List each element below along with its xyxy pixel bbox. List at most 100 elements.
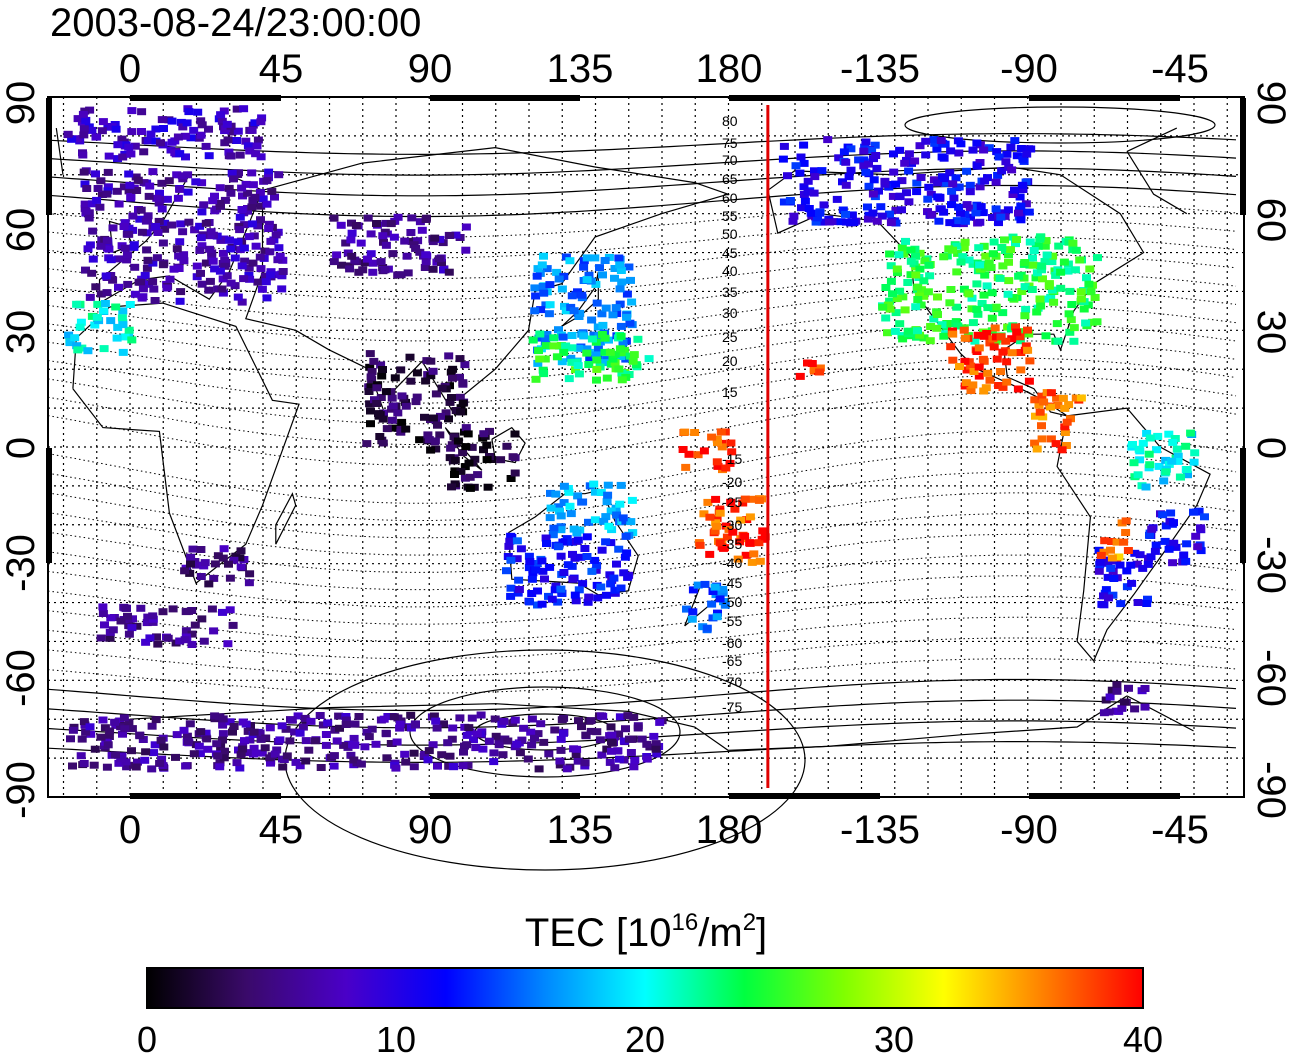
- tec-pixel: [962, 201, 972, 209]
- tec-pixel: [1041, 237, 1051, 245]
- tec-pixel: [430, 234, 440, 242]
- tec-pixel: [108, 626, 118, 634]
- tec-pixel: [719, 544, 729, 552]
- tec-pixel: [196, 117, 206, 125]
- tec-pixel: [401, 425, 411, 433]
- tec-pixel: [1086, 288, 1096, 296]
- tec-pixel: [366, 420, 375, 428]
- tec-pixel: [266, 237, 276, 245]
- tec-pixel: [525, 598, 534, 606]
- tec-pixel: [97, 127, 107, 135]
- tec-pixel: [616, 332, 626, 340]
- tec-pixel: [159, 743, 169, 751]
- tec-pixel: [423, 431, 433, 439]
- tec-pixel: [413, 237, 423, 245]
- tec-pixel: [127, 725, 137, 733]
- tec-pixel: [186, 553, 196, 561]
- tec-pixel: [945, 219, 955, 227]
- tec-pixel: [358, 266, 368, 274]
- tec-pixel: [649, 732, 659, 740]
- tec-pixel: [841, 210, 850, 218]
- tec-pixel: [1053, 337, 1063, 345]
- tec-pixel: [926, 323, 936, 330]
- tec-pixel: [1016, 366, 1026, 374]
- tec-pixel: [740, 495, 750, 503]
- tec-pixel: [712, 613, 722, 621]
- tec-pixel: [224, 184, 234, 192]
- tec-pixel: [225, 236, 234, 244]
- tec-pixel: [129, 241, 139, 249]
- right-lat-tick: -60: [1249, 649, 1292, 707]
- tec-pixel: [447, 394, 456, 401]
- tec-pixel: [143, 137, 153, 145]
- tec-pixel: [1014, 209, 1023, 217]
- tec-pixel: [906, 271, 916, 279]
- tec-pixel: [190, 226, 200, 234]
- tec-pixel: [380, 266, 390, 274]
- tec-pixel: [157, 179, 167, 187]
- tec-pixel: [1119, 538, 1129, 546]
- tec-pixel: [264, 220, 274, 228]
- tec-pixel: [813, 214, 822, 222]
- tec-pixel: [582, 533, 592, 541]
- tec-pixel: [114, 255, 124, 263]
- tec-pixel: [295, 729, 305, 737]
- tec-pixel: [126, 193, 136, 200]
- tec-pixel: [1053, 402, 1063, 409]
- tec-pixel: [652, 750, 662, 758]
- tec-pixel: [103, 183, 113, 191]
- tec-pixel: [633, 335, 643, 343]
- tec-pixel: [946, 343, 956, 351]
- tec-pixel: [1017, 288, 1027, 295]
- tec-pixel: [321, 741, 331, 749]
- tec-pixel: [437, 259, 446, 266]
- tec-pixel: [200, 559, 210, 567]
- tec-pixel: [243, 727, 253, 735]
- tec-pixel: [948, 330, 958, 338]
- tec-pixel: [301, 737, 311, 745]
- tec-pixel: [227, 128, 237, 136]
- tec-pixel: [550, 726, 560, 734]
- tec-pixel: [1190, 449, 1200, 457]
- tec-pixel: [250, 193, 260, 201]
- tec-pixel: [411, 244, 421, 252]
- timestamp-label: 2003-08-24/23:00:00: [50, 1, 421, 45]
- tec-pixel: [791, 162, 801, 170]
- tec-pixel: [83, 245, 93, 253]
- tec-pixel: [181, 608, 191, 616]
- tec-pixel: [607, 747, 616, 755]
- tec-pixel: [877, 212, 887, 220]
- tec-pixel: [966, 362, 976, 370]
- tec-pixel: [455, 714, 465, 722]
- contour-label: 60: [722, 190, 738, 206]
- tec-pixel: [535, 355, 545, 363]
- tec-pixel: [702, 624, 712, 632]
- tec-pixel: [589, 331, 599, 339]
- contour-label: -60: [722, 635, 742, 651]
- tec-pixel: [557, 716, 567, 724]
- tec-pixel: [274, 244, 284, 252]
- tec-pixel: [346, 236, 356, 244]
- tec-pixel: [544, 750, 554, 758]
- tec-pixel: [994, 153, 1004, 161]
- tec-pixel: [962, 167, 972, 175]
- tec-pixel: [1063, 267, 1073, 275]
- tec-pixel: [239, 275, 249, 283]
- tec-pixel: [67, 135, 77, 143]
- tec-pixel: [410, 721, 420, 729]
- tec-pixel: [945, 299, 955, 307]
- tec-pixel: [933, 311, 942, 318]
- contour-label: -65: [722, 653, 742, 669]
- tec-pixel: [953, 322, 963, 330]
- tec-pixel: [461, 246, 471, 254]
- tec-pixel: [1037, 392, 1047, 400]
- tec-pixel: [510, 469, 520, 477]
- coastline: [275, 492, 297, 545]
- tec-pixel: [1038, 413, 1048, 421]
- bottom-lon-tick: 180: [696, 808, 763, 852]
- tec-pixel: [1100, 537, 1110, 545]
- tec-pixel: [366, 407, 375, 415]
- tec-pixel: [103, 741, 113, 749]
- tec-pixel: [84, 123, 94, 131]
- tec-pixel: [236, 547, 246, 555]
